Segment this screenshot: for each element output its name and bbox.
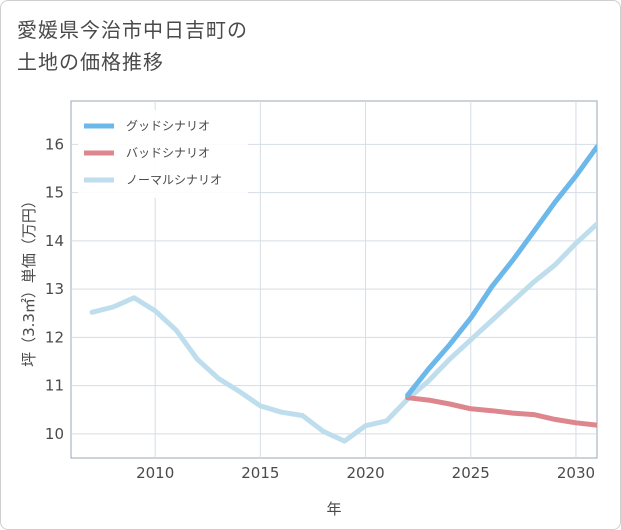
legend-label: ノーマルシナリオ: [126, 173, 222, 187]
x-axis-title: 年: [326, 500, 341, 518]
x-tick-label: 2010: [136, 464, 174, 482]
y-axis-title: 坪（3.3㎡）単価（万円）: [20, 193, 38, 367]
y-tick-label: 16: [45, 135, 64, 153]
legend-label: グッドシナリオ: [126, 119, 210, 133]
series-layer: [89, 144, 597, 444]
y-tick-label: 10: [45, 425, 64, 443]
y-tick-label: 13: [45, 280, 64, 298]
y-tick-label: 12: [45, 328, 64, 346]
y-tick-labels: 10 11 12 13 14 15 16: [45, 135, 64, 442]
x-tick-label: 2025: [452, 464, 490, 482]
x-tick-label: 2015: [241, 464, 279, 482]
x-tick-label: 2030: [557, 464, 595, 482]
y-tick-label: 15: [45, 184, 64, 202]
series-line-0: [405, 144, 597, 398]
y-tick-label: 11: [45, 377, 64, 395]
chart-title: 愛媛県今治市中日吉町の 土地の価格推移: [17, 14, 248, 78]
chart-title-line-2: 土地の価格推移: [17, 50, 164, 74]
series-line-2: [89, 221, 597, 444]
legend-label: バッドシナリオ: [126, 146, 210, 160]
y-tick-label: 14: [45, 232, 64, 250]
x-tick-labels: 2010 2015 2020 2025 2030: [136, 464, 595, 482]
x-tick-label: 2020: [346, 464, 384, 482]
chart-title-line-1: 愛媛県今治市中日吉町の: [17, 18, 248, 42]
series-line-1: [405, 395, 597, 428]
